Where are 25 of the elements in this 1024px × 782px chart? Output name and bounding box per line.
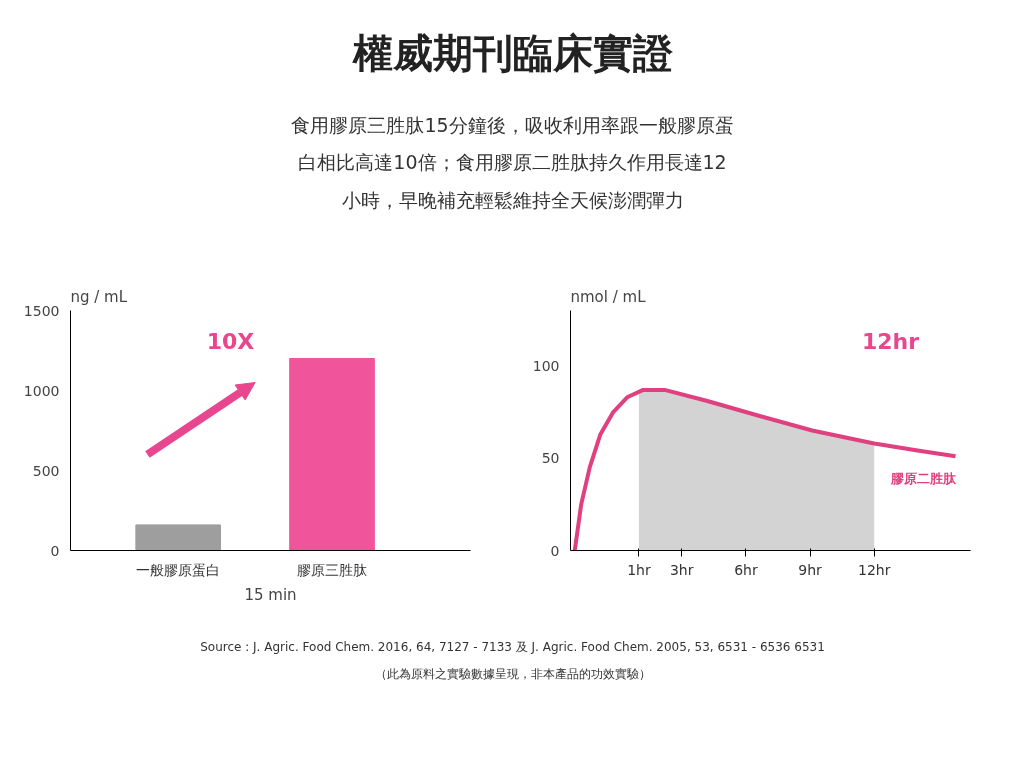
text: 食用膠原三胜肽15分鐘後，吸收利用率跟一般膠原蛋白相比高達10倍；食用膠原二胜肽持久作用長達12小時，早晚補充輕鬆維持全天候澎潤彈力 [291, 113, 734, 212]
y-axis-title: nmol / mL [570, 287, 647, 306]
text: （此為原料之實驗數據呈現，非本產品的功效實驗） [374, 667, 651, 681]
x-tick-label: 12hr [858, 561, 891, 578]
source-note: Source : J. Agric. Food Chem. 2016, 64, 7127 - 7133 及 J. Agric. Food Chem. 2005, 53, 6531 - 6536 6531 [200, 639, 825, 654]
x-tick-label: 3hr [669, 561, 694, 578]
annotation: 12hr [861, 328, 920, 354]
x-tick-label: 膠原三胜肽 [297, 561, 368, 578]
annotation: 10X [206, 328, 255, 354]
y-tick-label: 1500 [23, 302, 60, 319]
chart-title: 權威期刊臨床實證 [351, 30, 674, 77]
y-tick-label: 50 [541, 450, 560, 467]
x-tick-label: 一般膠原蛋白 [136, 561, 221, 578]
y-tick-label: 0 [550, 542, 560, 559]
y-axis-title: ng / mL [70, 287, 128, 306]
x-tick-label: 1hr [627, 561, 651, 578]
y-tick-label: 500 [32, 462, 60, 479]
y-tick-label: 0 [50, 542, 60, 559]
line-series [572, 387, 958, 551]
y-tick-label: 1000 [23, 382, 60, 399]
x-tick-label: 9hr [798, 561, 823, 578]
series-label: 膠原二胜肽 [889, 471, 957, 487]
x-tick-label: 6hr [734, 561, 758, 578]
y-tick-label: 100 [532, 357, 560, 374]
x-axis-title: 15 min [244, 585, 297, 604]
